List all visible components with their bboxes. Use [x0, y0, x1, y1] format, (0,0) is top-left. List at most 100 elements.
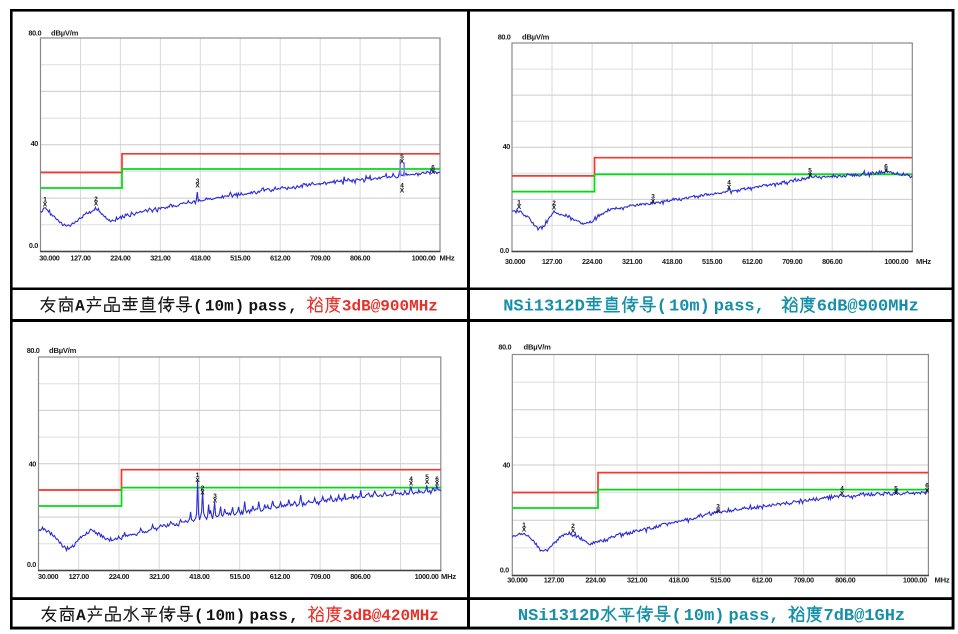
svg-text:X: X: [94, 201, 99, 208]
svg-text:10m: 10m: [205, 297, 234, 315]
svg-text:4: 4: [840, 486, 844, 493]
svg-text:709.00: 709.00: [310, 572, 331, 581]
svg-text:X: X: [840, 490, 845, 497]
svg-text:2: 2: [571, 523, 575, 530]
svg-text:X: X: [195, 183, 200, 190]
svg-text:MHz: MHz: [440, 254, 455, 263]
svg-text:418.00: 418.00: [669, 576, 690, 585]
svg-text:X: X: [727, 184, 732, 191]
svg-text:321.00: 321.00: [150, 254, 171, 263]
svg-text:pass: pass: [249, 297, 287, 315]
svg-text:X: X: [571, 528, 576, 535]
svg-text:806.00: 806.00: [350, 254, 371, 263]
svg-text:321.00: 321.00: [149, 572, 170, 581]
svg-text:X: X: [522, 527, 527, 534]
svg-text:6: 6: [925, 483, 929, 490]
svg-text:2: 2: [94, 196, 98, 203]
svg-text:1: 1: [196, 472, 200, 479]
svg-text:80.0: 80.0: [498, 33, 511, 42]
svg-text:6: 6: [435, 476, 439, 483]
svg-text:(: (: [657, 298, 667, 317]
svg-text:X: X: [409, 481, 414, 488]
svg-text:X: X: [894, 490, 899, 497]
svg-text:4: 4: [727, 180, 731, 187]
svg-text:321.00: 321.00: [622, 257, 643, 266]
svg-text:127.00: 127.00: [544, 576, 565, 585]
svg-text:224.00: 224.00: [585, 576, 606, 585]
svg-text:40: 40: [31, 139, 39, 148]
svg-text:418.00: 418.00: [662, 257, 683, 266]
svg-text:30.000: 30.000: [38, 572, 59, 581]
svg-text:40: 40: [503, 461, 511, 470]
svg-text:127.00: 127.00: [542, 257, 563, 266]
svg-text:709.00: 709.00: [310, 254, 331, 263]
svg-text:MHz: MHz: [916, 257, 931, 266]
svg-text:709.00: 709.00: [793, 576, 814, 585]
svg-text:dBµV/m: dBµV/m: [49, 346, 77, 355]
svg-text:pass: pass: [729, 607, 770, 626]
svg-text:): ): [236, 607, 246, 625]
svg-text:X: X: [431, 169, 436, 176]
svg-text:6dB@900MHz: 6dB@900MHz: [817, 298, 919, 317]
svg-text:0.0: 0.0: [27, 560, 36, 569]
svg-text:418.00: 418.00: [189, 572, 210, 581]
svg-text:X: X: [435, 481, 440, 488]
svg-text:515.00: 515.00: [702, 257, 723, 266]
svg-text:127.00: 127.00: [69, 572, 90, 581]
svg-text:X: X: [716, 508, 721, 515]
svg-text:10m: 10m: [684, 607, 715, 626]
svg-text:10m: 10m: [206, 607, 235, 625]
svg-text:612.00: 612.00: [270, 254, 291, 263]
svg-text:321.00: 321.00: [627, 576, 648, 585]
svg-text:612.00: 612.00: [752, 576, 773, 585]
svg-text:5: 5: [400, 154, 404, 161]
svg-text:X: X: [400, 158, 405, 165]
svg-text:612.00: 612.00: [270, 572, 291, 581]
svg-text:3dB@420MHz: 3dB@420MHz: [343, 607, 439, 625]
svg-text:80.0: 80.0: [27, 346, 40, 355]
svg-text:X: X: [43, 201, 48, 208]
svg-text:40: 40: [503, 142, 511, 151]
svg-text:X: X: [195, 477, 200, 484]
svg-text:40: 40: [29, 460, 37, 469]
svg-text:0.0: 0.0: [500, 246, 509, 255]
svg-text:1000.00: 1000.00: [412, 254, 436, 263]
svg-text:,: ,: [288, 297, 298, 315]
svg-text:): ): [235, 297, 245, 315]
svg-text:515.00: 515.00: [230, 572, 251, 581]
svg-text:(: (: [672, 607, 682, 626]
svg-text:1000.00: 1000.00: [884, 257, 908, 266]
svg-text:1: 1: [517, 199, 521, 206]
svg-text:30.000: 30.000: [39, 254, 60, 263]
svg-text:10m: 10m: [669, 298, 700, 317]
svg-text:30.000: 30.000: [505, 257, 526, 266]
svg-text:,: ,: [289, 607, 299, 625]
svg-text:4: 4: [409, 476, 413, 483]
svg-text:NSi1312D: NSi1312D: [503, 298, 585, 317]
svg-text:80.0: 80.0: [498, 343, 511, 352]
svg-text:709.00: 709.00: [782, 257, 803, 266]
svg-text:MHz: MHz: [441, 572, 456, 581]
svg-text:3: 3: [651, 194, 655, 201]
svg-text:X: X: [517, 204, 522, 211]
svg-text:): ): [700, 298, 710, 317]
svg-text:dBµV/m: dBµV/m: [524, 343, 552, 352]
svg-text:pass: pass: [714, 298, 755, 317]
svg-text:3: 3: [716, 504, 720, 511]
svg-text:(: (: [194, 607, 204, 625]
svg-text:1: 1: [43, 197, 47, 204]
svg-text:4: 4: [400, 183, 404, 190]
svg-text:(: (: [193, 297, 203, 315]
svg-text:80.0: 80.0: [28, 29, 41, 38]
svg-text:418.00: 418.00: [190, 254, 211, 263]
svg-text:0.0: 0.0: [500, 566, 509, 575]
svg-text:MHz: MHz: [935, 576, 950, 585]
svg-text:1: 1: [522, 522, 526, 529]
svg-text:NSi1312D: NSi1312D: [518, 607, 600, 626]
svg-text:6: 6: [431, 164, 435, 171]
svg-text:127.00: 127.00: [70, 254, 91, 263]
svg-text:2: 2: [201, 485, 205, 492]
svg-text:224.00: 224.00: [110, 254, 131, 263]
svg-text:1000.00: 1000.00: [903, 576, 927, 585]
svg-text:dBµV/m: dBµV/m: [51, 29, 79, 38]
